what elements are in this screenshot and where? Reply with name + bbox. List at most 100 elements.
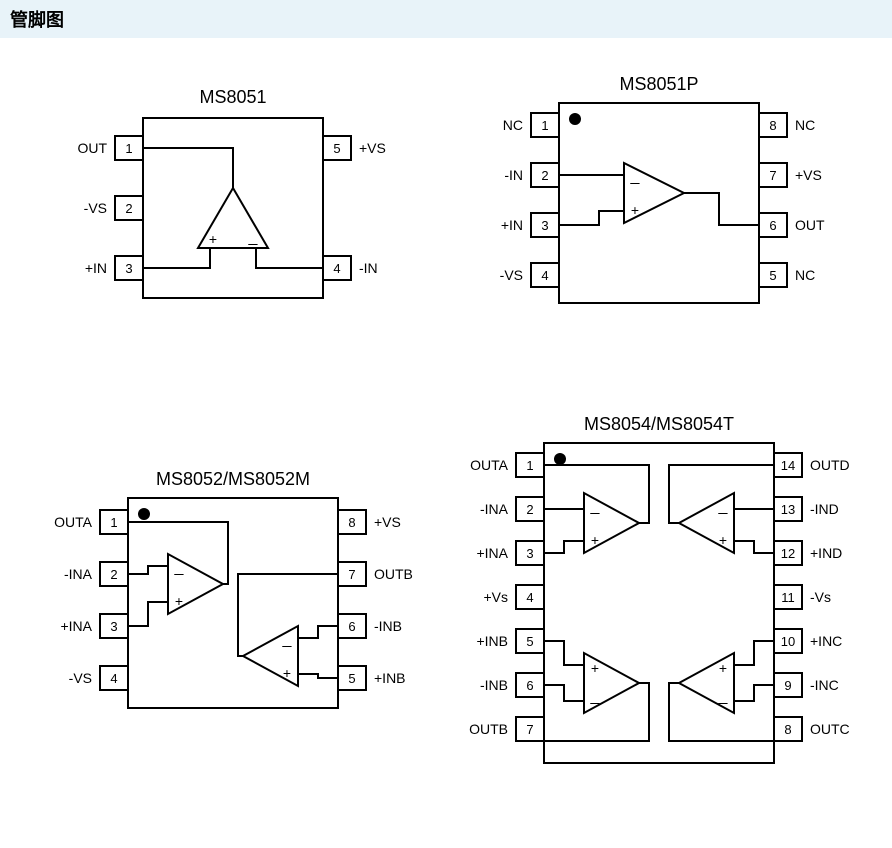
pin-6: 6 -INB: [338, 614, 402, 638]
svg-text:+Vs: +Vs: [483, 589, 508, 605]
svg-text:NC: NC: [795, 117, 815, 133]
svg-text:NC: NC: [503, 117, 523, 133]
svg-text:+INC: +INC: [810, 633, 842, 649]
svg-text:3: 3: [541, 218, 548, 233]
pin-2: 2-INA: [480, 497, 544, 521]
pin-2: 2 -INA: [64, 562, 128, 586]
svg-text:7: 7: [769, 168, 776, 183]
pin1-dot-icon: [569, 113, 581, 125]
svg-text:+VS: +VS: [374, 514, 401, 530]
svg-text:-INA: -INA: [64, 566, 93, 582]
pin-3: 3 +INA: [60, 614, 128, 638]
pin-1: 1 OUT: [77, 136, 143, 160]
svg-text:8: 8: [784, 722, 791, 737]
pin-7: 7 OUTB: [338, 562, 413, 586]
pin-9: 9 -INC: [774, 673, 839, 697]
svg-text:5: 5: [333, 141, 340, 156]
chip-ms8054: MS8054/MS8054T 1OUTA2-INA3+INA4+Vs5+INB6…: [446, 408, 872, 808]
svg-text:+IN: +IN: [85, 260, 107, 276]
svg-text:6: 6: [769, 218, 776, 233]
pin-12: 12+IND: [774, 541, 842, 565]
svg-text:OUTB: OUTB: [469, 721, 508, 737]
svg-text:2: 2: [125, 201, 132, 216]
svg-text:OUT: OUT: [795, 217, 825, 233]
pin-4: 4 -IN: [323, 256, 378, 280]
svg-text:-IND: -IND: [810, 501, 839, 517]
left-pins: 1OUTA2-INA3+INA4+Vs5+INB6-INB7OUTB: [469, 453, 544, 741]
opamp-c-icon: + _: [669, 641, 774, 741]
opamp-a-icon: _ +: [128, 522, 228, 626]
svg-text:_: _: [282, 631, 293, 648]
chip-body: 1 NC 2 -IN 3 +IN 4 -VS: [500, 103, 825, 303]
svg-text:-VS: -VS: [84, 200, 107, 216]
chip-body: 1 OUT 2 -VS 3 +IN 5 +VS: [77, 118, 385, 298]
svg-text:7: 7: [526, 722, 533, 737]
svg-text:-IN: -IN: [359, 260, 378, 276]
svg-text:4: 4: [541, 268, 548, 283]
svg-text:4: 4: [526, 590, 533, 605]
svg-text:-INC: -INC: [810, 677, 839, 693]
svg-text:_: _: [590, 688, 601, 705]
svg-text:5: 5: [526, 634, 533, 649]
pin-13: 13-IND: [774, 497, 839, 521]
svg-text:_: _: [174, 559, 185, 576]
pin-4: 4 +Vs: [483, 585, 544, 609]
svg-text:OUTD: OUTD: [810, 457, 850, 473]
svg-text:+: +: [283, 665, 291, 681]
svg-text:+: +: [719, 532, 727, 548]
pin-14: 14 OUTD: [774, 453, 850, 477]
pin-7: 7 OUTB: [469, 717, 544, 741]
section-title: 管脚图: [10, 10, 64, 30]
svg-text:-INA: -INA: [480, 501, 509, 517]
svg-text:-INB: -INB: [480, 677, 508, 693]
svg-text:11: 11: [781, 590, 795, 605]
svg-text:+: +: [209, 231, 217, 247]
pin-3: 3 +IN: [501, 213, 559, 237]
chip-body: 1 OUTA 2 -INA 3 +INA 4 -VS: [54, 498, 413, 708]
pin-6: 6 -INB: [480, 673, 544, 697]
svg-text:10: 10: [781, 634, 795, 649]
svg-text:5: 5: [348, 671, 355, 686]
svg-text:+: +: [719, 660, 727, 676]
chip-title: MS8051P: [619, 74, 698, 94]
pin-8: 8 OUTC: [774, 717, 850, 741]
svg-text:_: _: [718, 688, 729, 705]
svg-text:3: 3: [125, 261, 132, 276]
pin-4: 4 -VS: [500, 263, 559, 287]
pin-8: 8 +VS: [338, 510, 401, 534]
svg-text:_: _: [630, 168, 641, 185]
svg-text:OUTC: OUTC: [810, 721, 850, 737]
svg-text:OUT: OUT: [77, 140, 107, 156]
svg-text:1: 1: [125, 141, 132, 156]
svg-text:5: 5: [769, 268, 776, 283]
pin-6: 6 OUT: [759, 213, 825, 237]
pin-1: 1 OUTA: [54, 510, 128, 534]
svg-text:+: +: [591, 660, 599, 676]
svg-text:-VS: -VS: [69, 670, 92, 686]
svg-text:_: _: [590, 498, 601, 515]
svg-text:14: 14: [781, 458, 795, 473]
opamp-icon: + _: [143, 148, 323, 268]
pin-7: 7 +VS: [759, 163, 822, 187]
pin1-dot-icon: [138, 508, 150, 520]
svg-text:+VS: +VS: [359, 140, 386, 156]
svg-text:+VS: +VS: [795, 167, 822, 183]
svg-text:_: _: [718, 498, 729, 515]
svg-text:+: +: [175, 593, 183, 609]
svg-text:OUTB: OUTB: [374, 566, 413, 582]
svg-text:1: 1: [526, 458, 533, 473]
chip-body: 1OUTA2-INA3+INA4+Vs5+INB6-INB7OUTB 14OUT…: [469, 443, 850, 763]
svg-text:_: _: [248, 229, 259, 246]
svg-text:8: 8: [348, 515, 355, 530]
svg-text:-INB: -INB: [374, 618, 402, 634]
pin-3: 3 +IN: [85, 256, 143, 280]
svg-text:3: 3: [526, 546, 533, 561]
svg-text:6: 6: [526, 678, 533, 693]
svg-text:OUTA: OUTA: [470, 457, 509, 473]
pin-5: 5 +VS: [323, 136, 386, 160]
chip-ms8051p: MS8051P 1 NC 2 -IN 3 +IN: [446, 68, 872, 348]
svg-text:9: 9: [784, 678, 791, 693]
svg-text:+IN: +IN: [501, 217, 523, 233]
pin1-dot-icon: [554, 453, 566, 465]
svg-text:4: 4: [333, 261, 340, 276]
